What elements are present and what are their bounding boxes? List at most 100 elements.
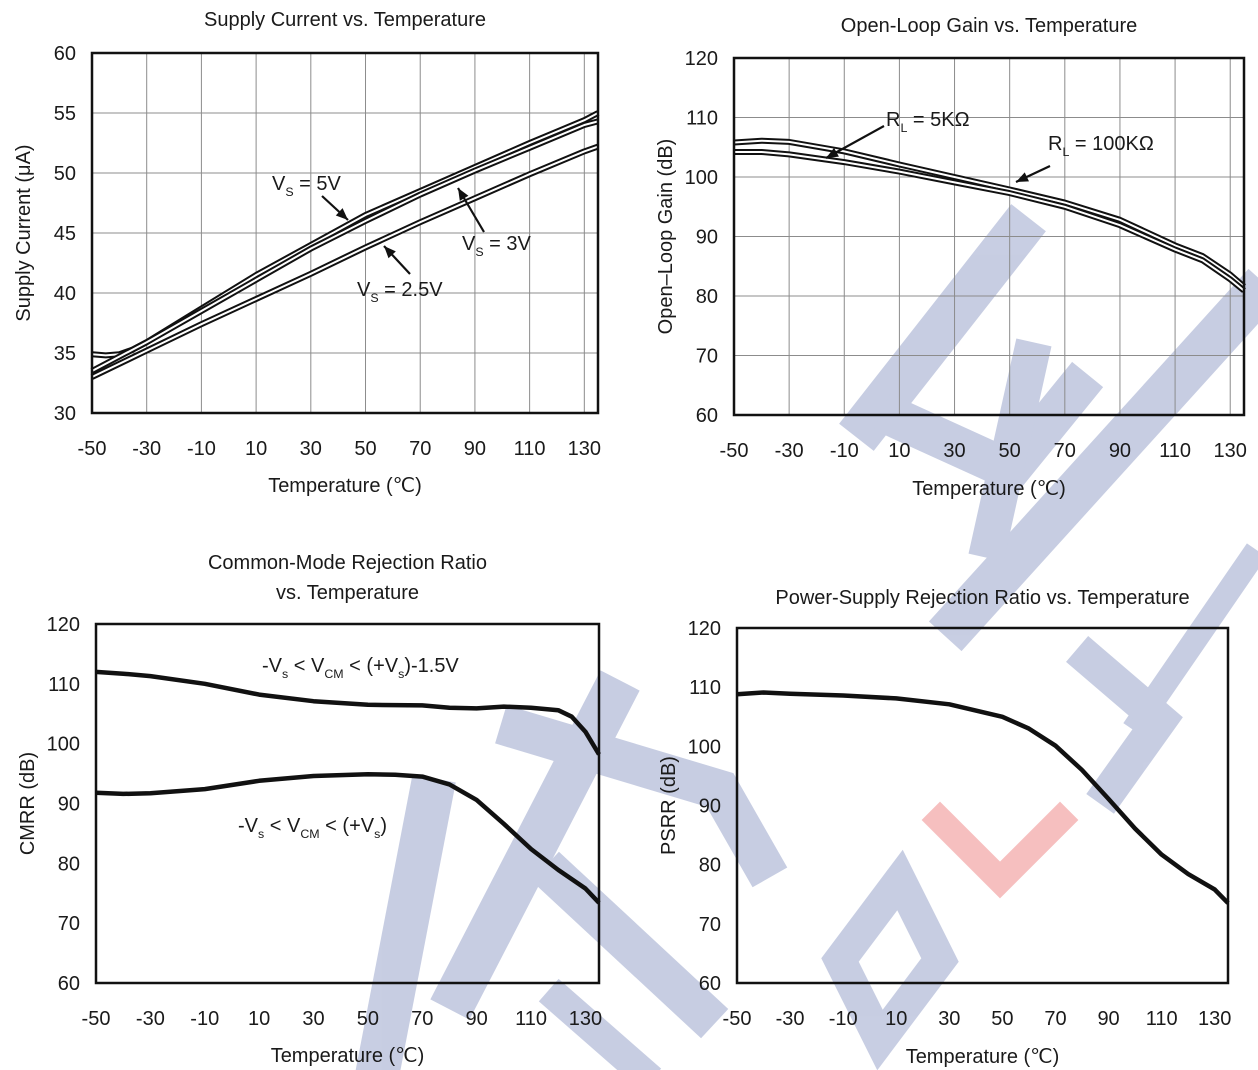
x-tick-label: -50 <box>723 1008 752 1030</box>
x-axis-label: Temperature (℃) <box>271 1045 425 1067</box>
watermark-stroke <box>839 204 1046 451</box>
annotation-arrowhead <box>826 147 839 158</box>
y-tick-label: 60 <box>58 973 80 995</box>
annotation-subscript: s <box>398 667 404 681</box>
x-tick-label: 10 <box>248 1008 270 1030</box>
y-tick-label: 90 <box>58 794 80 816</box>
y-tick-label: 45 <box>54 223 76 245</box>
series-annotation: VS = 3V <box>462 233 532 259</box>
x-tick-label: 70 <box>411 1008 433 1030</box>
y-tick-label: 50 <box>54 163 76 185</box>
y-tick-label: 60 <box>54 43 76 65</box>
series-annotation: -Vs < VCM < (+Vs) <box>238 815 387 841</box>
annotation-arrowhead <box>335 208 348 220</box>
y-tick-label: 110 <box>686 108 718 130</box>
x-tick-label: 70 <box>409 438 431 460</box>
annotation-text: = 2.5V <box>379 279 444 301</box>
x-tick-label: 130 <box>569 1008 602 1030</box>
watermark-stroke <box>921 801 1079 899</box>
y-axis-label: PSRR (dB) <box>658 756 680 855</box>
annotation-text: R <box>1048 133 1062 155</box>
y-tick-label: 70 <box>58 913 80 935</box>
y-tick-label: 90 <box>696 227 718 249</box>
x-tick-label: 50 <box>357 1008 379 1030</box>
annotation-arrowhead <box>384 246 396 259</box>
series-line-3-outline <box>90 143 599 380</box>
y-tick-label: 80 <box>58 853 80 875</box>
x-tick-label: 110 <box>1146 1008 1178 1030</box>
y-tick-label: 60 <box>696 405 718 427</box>
x-tick-label: -10 <box>830 440 859 462</box>
series-line-2 <box>91 120 599 372</box>
x-tick-label: -30 <box>136 1008 165 1030</box>
x-tick-label: 130 <box>1198 1008 1231 1030</box>
x-tick-label: 110 <box>1159 440 1191 462</box>
y-tick-label: 90 <box>699 796 721 818</box>
annotation-subscript: L <box>1062 145 1069 159</box>
x-tick-label: -50 <box>720 440 749 462</box>
watermark-stroke <box>928 268 1258 652</box>
annotation-text: ) <box>380 815 387 837</box>
watermark-stroke <box>1123 543 1258 737</box>
plot-frame <box>94 622 601 985</box>
chart-title: vs. Temperature <box>276 582 419 604</box>
x-tick-label: 30 <box>938 1008 960 1030</box>
x-axis-label: Temperature (℃) <box>912 478 1066 500</box>
x-tick-label: 90 <box>466 1008 488 1030</box>
chart-2: -50 -30 -10 10 30 50 70 90 110 130 60 70 80 90 100 110 1… <box>655 15 1247 500</box>
x-tick-label: 70 <box>1044 1008 1066 1030</box>
annotation-text: < V <box>264 815 301 837</box>
annotation-text: = 100KΩ <box>1069 133 1154 155</box>
series-line-1 <box>736 690 1230 905</box>
x-axis-label: Temperature (℃) <box>268 475 422 497</box>
chart-title: Open-Loop Gain vs. Temperature <box>841 15 1137 37</box>
x-axis-label: Temperature (℃) <box>906 1046 1060 1068</box>
chart-1: -50 -30 -10 10 30 50 70 90 110 130 30 35 40 45 50 55 60 S… <box>13 9 601 497</box>
annotation-text: V <box>462 233 476 255</box>
watermark-stroke <box>968 338 1052 562</box>
series-annotation: RL = 5KΩ <box>886 109 970 135</box>
watermark-stroke <box>531 851 729 1039</box>
annotation-arrowhead <box>1016 172 1029 182</box>
annotation-subscript: S <box>475 245 483 259</box>
annotation-text: R <box>886 109 900 131</box>
y-tick-label: 30 <box>54 403 76 425</box>
series-annotation: -Vs < VCM < (+Vs)-1.5V <box>262 655 459 681</box>
y-tick-label: 40 <box>54 283 76 305</box>
series-annotation: RL = 100KΩ <box>1048 133 1154 159</box>
annotation-subscript: S <box>370 291 378 305</box>
y-tick-label: 100 <box>688 736 721 758</box>
y-tick-label: 110 <box>48 674 80 696</box>
x-tick-label: 90 <box>1097 1008 1119 1030</box>
x-tick-label: -10 <box>187 438 216 460</box>
watermark-stroke <box>538 978 662 1070</box>
y-tick-label: 100 <box>47 734 80 756</box>
x-tick-label: -30 <box>776 1008 805 1030</box>
x-tick-label: -10 <box>190 1008 219 1030</box>
annotation-text: V <box>272 173 286 195</box>
series-line-1 <box>95 669 601 756</box>
watermark-stroke <box>821 849 959 1070</box>
chart-title: Common-Mode Rejection Ratio <box>208 552 487 574</box>
x-tick-label: 30 <box>302 1008 324 1030</box>
x-tick-label: 30 <box>943 440 965 462</box>
y-axis-label: Open–Loop Gain (dB) <box>655 139 677 335</box>
x-tick-label: 50 <box>999 440 1021 462</box>
y-tick-label: 80 <box>699 855 721 877</box>
plot-frame <box>735 626 1230 985</box>
annotation-subscript: s <box>374 827 380 841</box>
x-tick-label: 110 <box>515 1008 547 1030</box>
watermark-stroke <box>355 774 456 1070</box>
y-tick-label: 80 <box>696 286 718 308</box>
y-tick-label: 35 <box>54 343 76 365</box>
chart-title: Power-Supply Rejection Ratio vs. Tempera… <box>775 587 1189 609</box>
annotation-subscript: s <box>258 827 264 841</box>
x-tick-label: 10 <box>888 440 910 462</box>
y-tick-label: 120 <box>685 48 718 70</box>
x-tick-label: 130 <box>1214 440 1247 462</box>
x-tick-label: -30 <box>775 440 804 462</box>
series-line-2-outline <box>734 149 1246 293</box>
y-tick-label: 70 <box>699 914 721 936</box>
chart-4: -50 -30 -10 10 30 50 70 90 110 130 60 70 80 90 100 110 1… <box>658 587 1231 1068</box>
